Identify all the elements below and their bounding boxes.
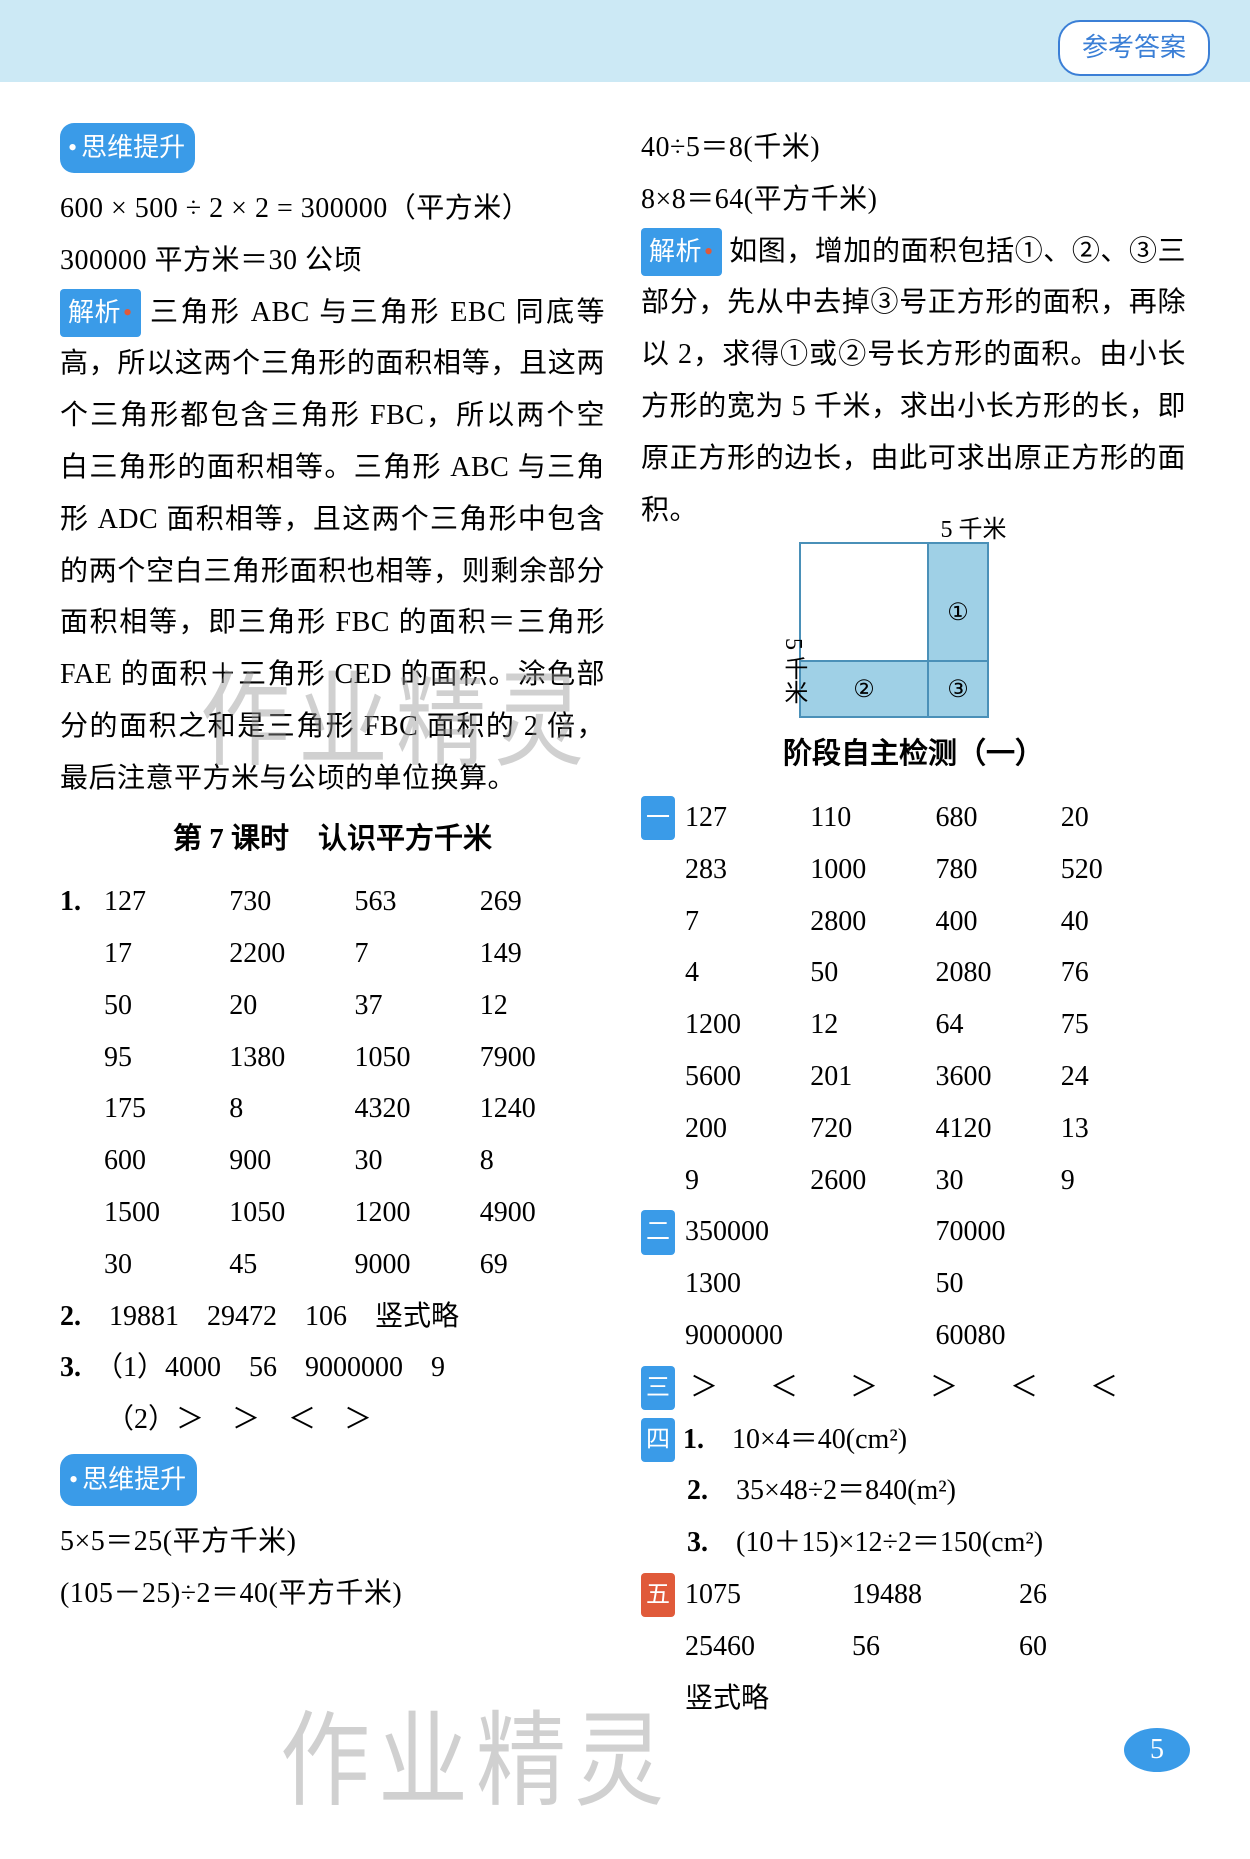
- page-number: 5: [1124, 1728, 1190, 1772]
- analysis-text-2: 如图，增加的面积包括①、②、③三部分，先从中去掉③号正方形的面积，再除以 2，求…: [641, 236, 1186, 526]
- right-column: 40÷5＝8(千米) 8×8＝64(平方千米) 解析 如图，增加的面积包括①、②…: [641, 122, 1186, 1724]
- test-title: 阶段自主检测（一）: [641, 728, 1186, 782]
- circ-1: ①: [947, 600, 969, 626]
- q3-line-a: 3. （1）4000 56 9000000 9: [60, 1342, 605, 1394]
- sec-box-1: 一: [641, 796, 675, 840]
- header-band: 参考答案: [0, 0, 1250, 82]
- sec5-rows: 五 1075 19488 26 25460 56 60 竖式略: [641, 1569, 1186, 1724]
- sec-box-5: 五: [641, 1573, 675, 1617]
- square-diagram: 5 千米 5 千米 ① ② ③: [799, 542, 1029, 718]
- analysis-block-1: 解析 三角形 ABC 与三角形 EBC 同底等高，所以这两个三角形的面积相等，且…: [60, 287, 605, 805]
- analysis-block-2: 解析 如图，增加的面积包括①、②、③三部分，先从中去掉③号正方形的面积，再除以 …: [641, 226, 1186, 537]
- r-calc-2: 8×8＝64(平方千米): [641, 174, 1186, 226]
- sec4-c: 3. (10＋15)×12÷2＝150(cm²): [687, 1517, 1186, 1569]
- pill-thinking-2: 思维提升: [60, 1454, 197, 1506]
- sec-box-2: 二: [641, 1210, 675, 1254]
- calc-line-1: 600 × 500 ÷ 2 × 2 = 300000（平方米）: [60, 183, 605, 235]
- lesson-7-title: 第 7 课时 认识平方千米: [60, 813, 605, 867]
- sec4-a: 四1. 10×4＝40(cm²): [641, 1414, 1186, 1466]
- header-label: 参考答案: [1058, 20, 1210, 76]
- calc-line-2: 300000 平方米＝30 公顷: [60, 235, 605, 287]
- sec4-b: 2. 35×48÷2＝840(m²): [687, 1465, 1186, 1517]
- r-calc-1: 40÷5＝8(千米): [641, 122, 1186, 174]
- content-columns: 思维提升 600 × 500 ÷ 2 × 2 = 300000（平方米） 300…: [0, 82, 1250, 1724]
- circ-2: ②: [853, 677, 875, 703]
- q2-line: 2. 19881 29472 106 竖式略: [60, 1291, 605, 1343]
- diagram-top-label: 5 千米: [941, 508, 1007, 552]
- sec1-table: 一 127 110 680 20 283 1000 780 520 7 2800…: [641, 792, 1186, 1206]
- sec-box-3: 三: [641, 1366, 675, 1410]
- bottom-calc-1: 5×5＝25(平方千米): [60, 1516, 605, 1568]
- sec2-table: 二 350000 70000 1300 50 9000000 60080: [641, 1206, 1186, 1361]
- analysis-text-1: 三角形 ABC 与三角形 EBC 同底等高，所以这两个三角形的面积相等，且这两个…: [60, 297, 605, 794]
- diagram-svg: ① ② ③: [799, 542, 1029, 718]
- analysis-label: 解析: [60, 289, 141, 337]
- analysis-label-2: 解析: [641, 228, 722, 276]
- q1-table: 1. 127 730 563 269 17 2200 7 149 50 20 3…: [60, 876, 605, 1290]
- left-column: 思维提升 600 × 500 ÷ 2 × 2 = 300000（平方米） 300…: [60, 122, 605, 1724]
- sec3-line: 三 ＞ ＜ ＞ ＞ ＜ ＜: [641, 1362, 1186, 1414]
- bottom-calc-2: (105－25)÷2＝40(平方千米): [60, 1568, 605, 1620]
- sec-box-4: 四: [641, 1418, 675, 1462]
- circ-3: ③: [947, 677, 969, 703]
- pill-thinking-1: 思维提升: [60, 123, 195, 173]
- q3-line-b: （2）＞ ＞ ＜ ＞: [106, 1394, 605, 1446]
- diagram-left-label: 5 千米: [771, 638, 815, 704]
